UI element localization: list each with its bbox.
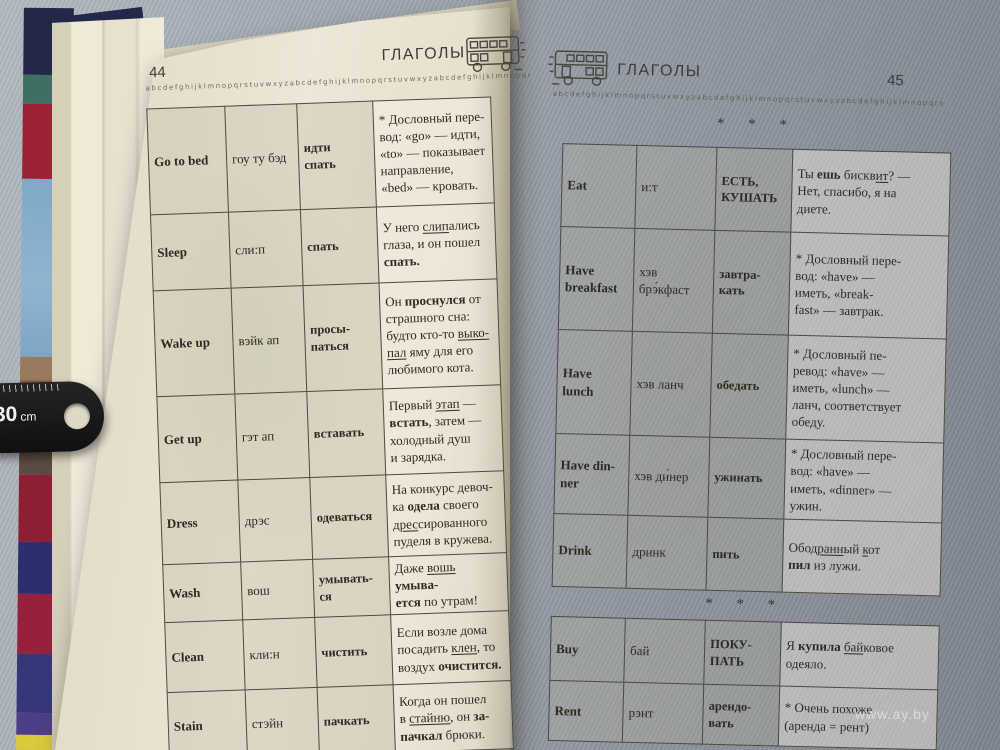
cell-example: * Дословный пере- вод: «have» — иметь, «… bbox=[783, 439, 944, 523]
cell-translation: завтра- кать bbox=[712, 230, 791, 336]
cell-english: Have lunch bbox=[555, 329, 633, 436]
cell-example: Ты ешь бисквит? — Нет, спасибо, я на дие… bbox=[790, 149, 951, 237]
page-title: ГЛАГОЛЫ bbox=[617, 61, 702, 81]
cell-example: Я купила байковое одеяло. bbox=[779, 622, 940, 690]
book-gutter-shadow bbox=[472, 0, 542, 750]
cell-transcription: дринк bbox=[626, 515, 708, 591]
ruler-unit: cm bbox=[20, 409, 37, 424]
verb-row: Have breakfast хэв брэ́кфаст завтра- кат… bbox=[558, 226, 949, 340]
watermark: www.ay.by bbox=[855, 706, 930, 722]
alphabet-ornament-line: abcdefghijklmnopqrstuvwxyzabcdefghijklmn… bbox=[552, 89, 945, 108]
cell-english: Rent bbox=[548, 680, 624, 743]
cell-transcription: хэв брэ́кфаст bbox=[632, 228, 715, 334]
cell-english: Buy bbox=[549, 616, 626, 683]
cell-example: * Дословный пе- ревод: «have» — иметь, «… bbox=[785, 335, 947, 443]
ruler-ticks bbox=[0, 383, 62, 393]
cell-example: * Дословный пере- вод: «have» — иметь, «… bbox=[788, 232, 949, 340]
verb-row: Buy бай ПОКУ- ПАТЬ Я купила байковое оде… bbox=[549, 616, 940, 690]
ruler-value: 30 bbox=[0, 402, 18, 427]
cell-translation: арендо- вать bbox=[702, 684, 780, 747]
bus-icon bbox=[547, 48, 610, 90]
verb-row: Have din- ner хэв ди́нер ужинать * Досло… bbox=[553, 433, 944, 523]
cell-english: Have breakfast bbox=[558, 226, 635, 332]
cell-translation: ЕСТЬ, КУШАТЬ bbox=[714, 147, 793, 233]
cell-transcription: рэнт bbox=[622, 682, 704, 745]
ruler-label: 30 cm bbox=[0, 402, 37, 427]
cell-translation: ужинать bbox=[707, 437, 786, 520]
bus-icon bbox=[464, 33, 527, 75]
cell-example: Ободранный кот пил из лужи. bbox=[782, 519, 942, 596]
verbs-table-right-1: Eat и:т ЕСТЬ, КУШАТЬ Ты ешь бисквит? — Н… bbox=[552, 143, 952, 596]
verb-row: Eat и:т ЕСТЬ, КУШАТЬ Ты ешь бисквит? — Н… bbox=[560, 143, 951, 237]
section-separator: * * * bbox=[705, 595, 786, 614]
page-number: 45 bbox=[886, 71, 904, 90]
verb-row: Drink дринк пить Ободранный кот пил из л… bbox=[552, 513, 942, 596]
verb-row: Have lunch хэв ланч обедать * Дословный … bbox=[555, 329, 947, 443]
ruler-hole bbox=[63, 402, 91, 430]
cell-translation: ПОКУ- ПАТЬ bbox=[703, 620, 782, 687]
section-separator: * * * bbox=[716, 115, 798, 134]
cell-transcription: бай bbox=[623, 618, 706, 685]
cell-transcription: хэв ди́нер bbox=[627, 435, 710, 518]
cell-english: Eat bbox=[560, 143, 637, 229]
verbs-table-right-2: Buy бай ПОКУ- ПАТЬ Я купила байковое оде… bbox=[548, 616, 940, 750]
cell-transcription: и:т bbox=[634, 145, 717, 231]
cell-transcription: хэв ланч bbox=[629, 331, 713, 438]
cell-translation: пить bbox=[706, 517, 784, 593]
cell-english: Have din- ner bbox=[553, 433, 630, 516]
metal-ruler: 30 cm bbox=[0, 380, 105, 454]
cell-translation: обедать bbox=[709, 333, 789, 440]
cell-english: Drink bbox=[552, 513, 628, 589]
